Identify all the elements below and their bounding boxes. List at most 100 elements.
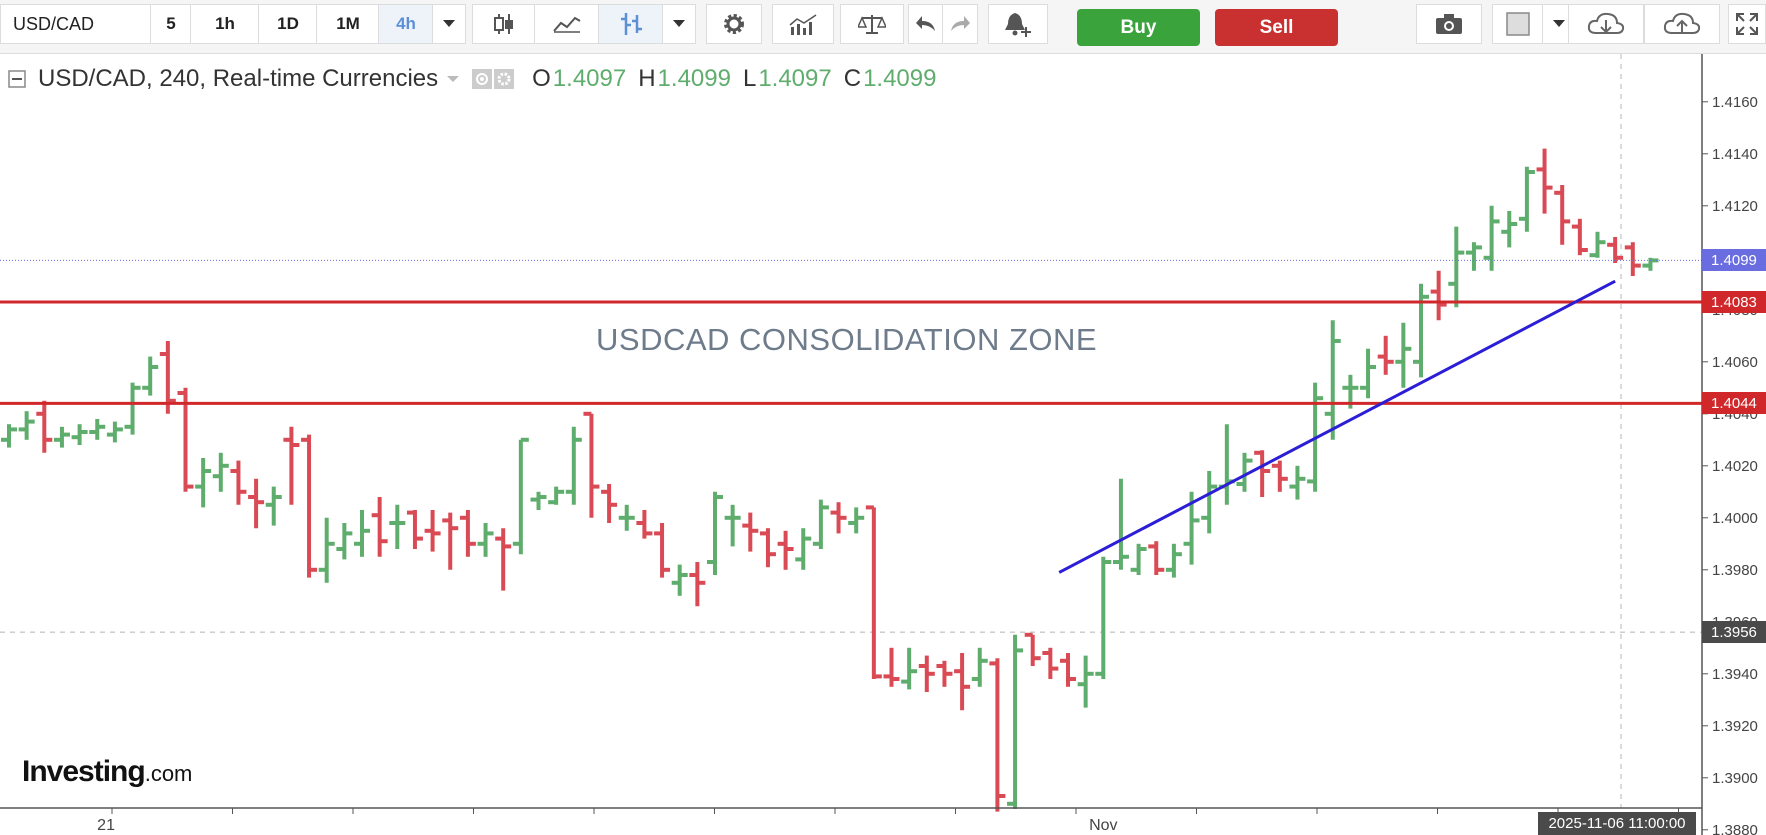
interval-5-button[interactable]: 5: [150, 4, 192, 44]
ohlc-bar: [71, 424, 88, 445]
redo-button[interactable]: [942, 4, 978, 44]
line-chart-icon: [553, 16, 581, 33]
ohlc-bar: [548, 486, 565, 505]
alert-button[interactable]: [988, 4, 1048, 44]
collapse-icon[interactable]: [8, 70, 26, 88]
ohlc-bar: [865, 505, 882, 679]
crosshair-time-label: 2025-11-06 11:00:00: [1538, 812, 1696, 835]
ohlc-bar: [477, 523, 494, 557]
investing-logo: Investing.com: [22, 755, 192, 789]
price-axis-tick-label: 1.4120: [1712, 198, 1758, 215]
ohlc-bar: [1130, 543, 1147, 575]
open-key: O: [532, 65, 551, 92]
zone-annotation[interactable]: USDCAD CONSOLIDATION ZONE: [596, 322, 1098, 357]
alert-icon: [1005, 13, 1031, 37]
settings-button[interactable]: [706, 4, 762, 44]
ohlc-bar: [177, 387, 194, 492]
price-axis-tick-label: 1.4020: [1712, 458, 1758, 475]
dropdown-icon: [673, 20, 685, 27]
close-value: 1.4099: [863, 65, 937, 92]
ohlc-bar: [89, 419, 106, 440]
trendline[interactable]: [1058, 279, 1616, 574]
legend-title: USD/CAD, 240, Real-time Currencies: [38, 65, 439, 92]
bars-button[interactable]: [598, 4, 664, 44]
indicators-button[interactable]: [772, 4, 834, 44]
ohlc-bar: [18, 411, 35, 440]
snapshot-button[interactable]: [1416, 4, 1482, 44]
chevron-down-icon[interactable]: [446, 74, 460, 84]
sell-button[interactable]: Sell: [1215, 9, 1338, 46]
ohlc-bar: [459, 510, 476, 557]
ohlc-bar: [583, 411, 600, 518]
fullscreen-button[interactable]: [1728, 4, 1766, 44]
line-chart-button[interactable]: [534, 4, 600, 44]
ohlc-bar: [301, 434, 318, 578]
last-price-label: 1.4099: [1702, 249, 1766, 272]
ohlc-bar: [1148, 541, 1165, 575]
ohlc-bar: [389, 504, 406, 549]
logo-main: Investing: [22, 755, 146, 788]
ohlc-bar: [830, 502, 847, 534]
ohlc-bar: [1607, 237, 1624, 263]
ohlc-bar: [848, 507, 865, 534]
ohlc-bar: [495, 528, 512, 591]
price-chart[interactable]: 1.41601.41401.41201.41001.40801.40601.40…: [0, 54, 1766, 835]
undo-icon: [916, 16, 935, 31]
ohlc-bar: [424, 510, 441, 552]
load-layout-button[interactable]: [1568, 4, 1644, 44]
trendline-segment: [1058, 279, 1616, 574]
ohlc-bar: [1448, 226, 1465, 308]
ohlc-bar: [1165, 543, 1182, 578]
ohlc-bar: [724, 504, 741, 547]
ohlc-bar: [601, 484, 618, 523]
ohlc-bar: [777, 530, 794, 570]
undo-button[interactable]: [908, 4, 944, 44]
dropdown-icon: [443, 20, 455, 27]
interval-dropdown-button[interactable]: [432, 4, 466, 44]
level-price-label: 1.4083: [1702, 291, 1766, 313]
ohlc-bar: [1413, 283, 1429, 378]
cloud-upload-icon: [1663, 12, 1701, 34]
level-price-label: 1.4044: [1702, 392, 1766, 415]
candlestick-button[interactable]: [472, 4, 536, 44]
gear-icon[interactable]: [494, 69, 515, 89]
buy-button[interactable]: Buy: [1077, 9, 1200, 46]
redo-icon: [951, 16, 970, 31]
interval-4h-button[interactable]: 4h: [378, 4, 434, 44]
ohlc-bar: [1518, 166, 1535, 232]
ohlc-bar: [1254, 450, 1271, 497]
ohlc-bar: [1536, 148, 1553, 214]
color-button[interactable]: [1492, 4, 1544, 44]
ohlc-bar: [265, 486, 282, 526]
ohlc-bar: [618, 504, 635, 531]
price-axis-tick-label: 1.4060: [1712, 354, 1758, 371]
ohlc-bar: [1360, 348, 1377, 399]
save-layout-button[interactable]: [1644, 4, 1720, 44]
ohlc-bar: [442, 512, 459, 570]
ohlc-bar: [636, 510, 653, 539]
ohlc-bar: [989, 658, 1006, 812]
ohlc-bar: [1271, 460, 1288, 492]
ohlc-bar: [1395, 322, 1412, 388]
ohlc-bar: [1060, 653, 1076, 687]
ohlc-bar: [971, 647, 988, 687]
open-value: 1.4097: [552, 65, 627, 92]
ohlc-bar: [795, 528, 812, 570]
ohlc-bar: [512, 437, 529, 555]
ohlc-bars: [1, 148, 1659, 812]
dropdown-icon: [1553, 20, 1565, 27]
close-key: C: [843, 65, 862, 92]
ohlc-bar: [1077, 655, 1094, 708]
ohlc-bar: [654, 523, 671, 578]
chart-type-dropdown-button[interactable]: [662, 4, 696, 44]
ohlc-bar: [406, 510, 423, 549]
visibility-icon[interactable]: [472, 69, 493, 89]
symbol-input[interactable]: USD/CAD: [0, 4, 152, 44]
interval-1d-button[interactable]: 1D: [258, 4, 318, 44]
ohlc-bar: [1465, 242, 1482, 271]
color-box-icon: [1506, 12, 1530, 36]
interval-1m-button[interactable]: 1M: [316, 4, 380, 44]
interval-1h-button[interactable]: 1h: [190, 4, 260, 44]
compare-button[interactable]: [840, 4, 904, 44]
toolbar: USD/CAD 5 1h 1D 1M 4h: [0, 0, 1766, 54]
